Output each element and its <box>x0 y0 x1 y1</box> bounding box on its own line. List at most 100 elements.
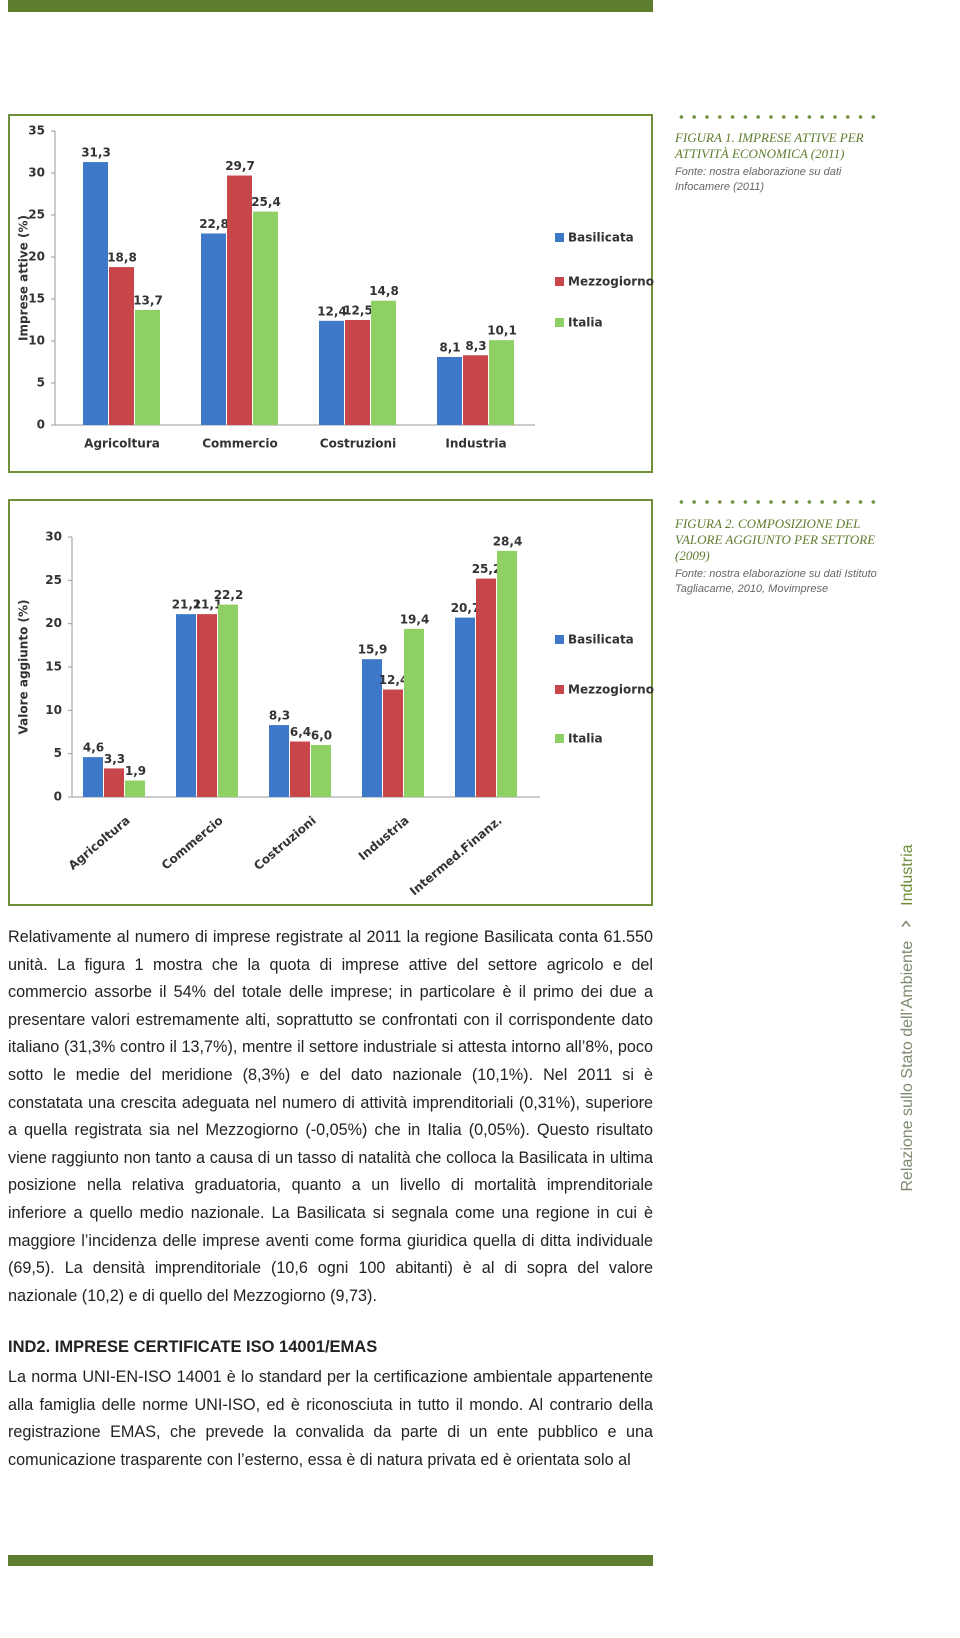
y-tick-label: 25 <box>45 573 62 587</box>
figure-frame <box>8 499 653 906</box>
value-label: 12,4 <box>317 304 347 318</box>
legend-swatch <box>555 318 564 327</box>
legend-label: Mezzogiorno <box>568 275 654 289</box>
bar <box>109 267 134 425</box>
legend-swatch <box>555 277 564 286</box>
value-label: 28,4 <box>493 534 523 548</box>
y-tick-label: 30 <box>45 530 62 544</box>
paragraph: Relativamente al numero di imprese regis… <box>8 928 653 1305</box>
value-label: 6,4 <box>290 725 311 739</box>
y-tick-label: 35 <box>28 124 45 138</box>
x-tick-label: Commercio <box>202 437 278 451</box>
bar <box>497 550 517 797</box>
bar <box>437 356 462 425</box>
value-label: 19,4 <box>400 612 430 626</box>
y-tick-label: 0 <box>37 418 45 432</box>
caption-title: FIGURA 2. COMPOSIZIONE DEL VALORE AGGIUN… <box>675 516 876 563</box>
bar <box>345 320 370 425</box>
value-label: 18,8 <box>107 251 137 265</box>
value-label: 8,3 <box>465 339 486 353</box>
value-label: 13,7 <box>133 293 163 307</box>
bar <box>227 175 252 425</box>
bar <box>404 628 424 797</box>
value-label: 3,3 <box>104 752 125 766</box>
x-tick-label: Costruzioni <box>320 437 396 451</box>
legend-swatch <box>555 734 564 743</box>
y-tick-label: 0 <box>54 790 62 804</box>
y-tick-label: 15 <box>28 292 45 306</box>
bar <box>269 725 289 797</box>
caption: FIGURA 2. COMPOSIZIONE DEL VALORE AGGIUN… <box>675 516 890 597</box>
legend-label: Mezzogiorno <box>568 683 654 697</box>
x-tick-label: Intermed.Finanz. <box>407 813 505 898</box>
value-label: 1,9 <box>125 764 146 778</box>
section: Industria <box>899 844 916 906</box>
legend-label: Basilicata <box>568 231 634 245</box>
bar <box>319 320 344 425</box>
side-label: Relazione sullo Stato dell’Ambiente Indu… <box>899 844 917 1191</box>
bar <box>83 757 103 797</box>
x-tick-label: Agricoltura <box>66 813 133 872</box>
bar <box>104 768 124 797</box>
y-tick-label: 20 <box>45 616 62 630</box>
bar <box>218 604 238 797</box>
y-axis-label: Imprese attive (%) <box>17 215 31 341</box>
value-label: 29,7 <box>225 159 255 173</box>
dots <box>675 115 880 119</box>
value-label: 12,5 <box>343 304 373 318</box>
value-label: 14,8 <box>369 284 399 298</box>
legend-label: Basilicata <box>568 633 634 647</box>
chevron <box>901 920 911 927</box>
bar <box>489 340 514 425</box>
value-label: 20,7 <box>451 601 481 615</box>
value-label: 8,3 <box>269 709 290 723</box>
figure-frame <box>8 114 653 473</box>
bar <box>476 578 496 797</box>
x-tick-label: Agricoltura <box>84 437 160 451</box>
publication: Relazione sullo Stato dell’Ambiente <box>899 940 916 1192</box>
bar <box>197 614 217 797</box>
bar <box>455 617 475 797</box>
y-tick-label: 25 <box>28 208 45 222</box>
x-tick-label: Costruzioni <box>251 813 319 873</box>
dots <box>675 500 880 504</box>
value-label: 15,9 <box>358 643 388 657</box>
legend-label: Italia <box>568 732 603 746</box>
paragraph: La norma UNI-EN-ISO 14001 è lo standard … <box>8 1368 653 1469</box>
value-label: 25,4 <box>251 195 281 209</box>
caption-source: Fonte: nostra elaborazione su dati Istit… <box>675 568 877 595</box>
x-tick-label: Commercio <box>159 813 226 872</box>
bar <box>125 780 145 797</box>
value-label: 4,6 <box>83 741 104 755</box>
bar <box>290 741 310 797</box>
caption-source: Fonte: nostra elaborazione su dati Infoc… <box>675 166 842 193</box>
value-label: 31,3 <box>81 146 111 160</box>
caption: FIGURA 1. IMPRESE ATTIVE PER ATTIVITÀ EC… <box>675 130 890 195</box>
value-label: 8,1 <box>439 340 460 354</box>
bar <box>176 614 196 797</box>
legend-swatch <box>555 635 564 644</box>
value-label: 21,1 <box>172 598 202 612</box>
bottom-bar <box>8 1555 653 1566</box>
bar <box>383 689 403 797</box>
bar <box>201 233 226 425</box>
value-label: 6,0 <box>311 729 332 743</box>
bar <box>253 211 278 425</box>
y-tick-label: 30 <box>28 166 45 180</box>
value-label: 22,2 <box>214 588 244 602</box>
bar <box>311 745 331 797</box>
value-label: 21,1 <box>193 598 223 612</box>
top-bar <box>8 0 653 12</box>
bar <box>362 659 382 797</box>
caption-title: FIGURA 1. IMPRESE ATTIVE PER ATTIVITÀ EC… <box>675 130 864 161</box>
legend-swatch <box>555 233 564 242</box>
value-label: 10,1 <box>487 324 517 338</box>
legend-label: Italia <box>568 316 603 330</box>
value-label: 12,4 <box>379 673 409 687</box>
y-tick-label: 5 <box>37 376 45 390</box>
bar <box>83 162 108 425</box>
y-tick-label: 10 <box>45 703 62 717</box>
value-label: 25,2 <box>472 562 502 576</box>
